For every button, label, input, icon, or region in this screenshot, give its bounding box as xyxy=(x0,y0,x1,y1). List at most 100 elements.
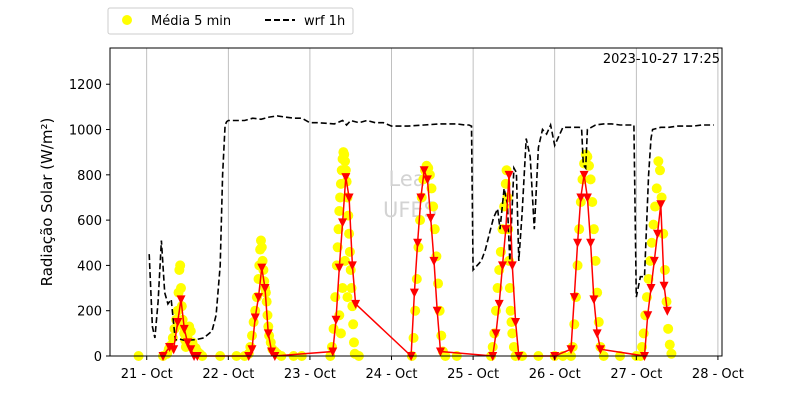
x-tick-label: 22 - Oct xyxy=(202,367,254,382)
media-5min-point xyxy=(569,319,580,330)
x-tick-label: 27 - Oct xyxy=(610,367,662,382)
hourly-marker xyxy=(173,318,183,328)
x-tick-label: 25 - Oct xyxy=(447,367,499,382)
media-5min-point xyxy=(185,326,196,337)
legend-box xyxy=(107,7,354,35)
hourly-marker xyxy=(662,306,672,316)
x-tick-label: 24 - Oct xyxy=(366,367,418,382)
media-5min-point xyxy=(256,242,267,253)
hourly-marker xyxy=(656,200,666,210)
hourly-marker xyxy=(334,263,344,273)
hourly-marker xyxy=(586,238,596,248)
hourly-marker xyxy=(643,311,653,321)
hourly-marker xyxy=(491,329,501,339)
y-tick-label: 1200 xyxy=(69,78,102,93)
hourly-marker xyxy=(653,229,663,239)
media-5min-point xyxy=(250,305,261,316)
media-5min-point xyxy=(257,255,268,266)
media-5min-point xyxy=(340,255,351,266)
media-5min-point xyxy=(411,274,422,284)
media-5min-point xyxy=(583,160,594,171)
wrf-series-layer xyxy=(148,115,714,342)
media-5min-point xyxy=(344,246,355,257)
media-5min-point xyxy=(651,183,662,194)
hourly-marker xyxy=(579,170,589,180)
hourly-marker xyxy=(659,281,669,291)
hourly-marker xyxy=(351,299,361,309)
y-tick-label: 200 xyxy=(77,305,102,320)
legend-label-media: Média 5 min xyxy=(151,14,231,29)
hourly-marker xyxy=(260,284,270,294)
media-5min-point xyxy=(572,260,583,271)
media-5min-point xyxy=(337,283,348,294)
x-tick-label: 26 - Oct xyxy=(529,367,581,382)
media-5min-point xyxy=(335,328,346,339)
media-5min-point xyxy=(650,201,661,212)
hourly-marker xyxy=(338,218,348,228)
hourly-marker xyxy=(422,175,432,185)
hourly-marker xyxy=(179,324,189,334)
hourly-marker xyxy=(501,225,511,235)
plot-frame xyxy=(109,47,723,357)
hourly-marker xyxy=(254,293,264,303)
media-5min-point xyxy=(342,292,353,303)
media-5min-point xyxy=(344,228,355,239)
media-5min-point xyxy=(656,192,667,203)
x-axis-ticks: 21 - Oct 22 - Oct 23 - Oct 24 - Oct 25 - Oct… xyxy=(121,356,744,382)
hourly-marker xyxy=(592,329,602,339)
x-tick-label: 28 - Oct xyxy=(692,367,744,382)
hourly-marker xyxy=(183,338,193,348)
hourly-marker xyxy=(331,315,341,325)
legend: Média 5 min wrf 1h xyxy=(107,7,354,35)
media-5min-point xyxy=(663,323,674,334)
hourly-marker xyxy=(429,256,439,266)
grid-layer xyxy=(146,48,719,356)
hourly-marker xyxy=(569,293,579,303)
media-5min-point xyxy=(415,215,426,226)
media-5min-point xyxy=(246,330,257,341)
media-5min-point xyxy=(340,156,351,167)
hourly-marker xyxy=(649,256,659,266)
media-5min-point xyxy=(507,328,518,339)
media-5min-point xyxy=(654,165,665,176)
hourly-marker xyxy=(504,170,514,180)
media-5min-point xyxy=(487,341,498,352)
hourly-marker xyxy=(432,306,442,316)
media-5min-point xyxy=(333,224,344,235)
hourly-marker xyxy=(344,193,354,203)
hourly-marker xyxy=(328,347,338,357)
media-5min-point xyxy=(666,348,677,359)
media-5min-point xyxy=(175,283,186,294)
media-5min-point xyxy=(504,283,515,294)
media-5min-point xyxy=(587,197,598,207)
hourly-marker xyxy=(573,238,583,248)
media-5min-point xyxy=(585,174,596,185)
media-5min-point xyxy=(436,330,447,341)
media-5min-point xyxy=(413,242,424,253)
hourly-marker xyxy=(341,173,351,183)
hourly-marker xyxy=(595,345,605,355)
y-tick-label: 800 xyxy=(77,169,102,184)
media-5min-point xyxy=(582,151,593,162)
hourly-marker xyxy=(416,193,426,203)
media-5min-point xyxy=(340,165,351,176)
hourly-marker xyxy=(582,193,592,203)
media-5min-point xyxy=(590,255,601,266)
hourly-marker xyxy=(257,263,267,273)
hourly-marker xyxy=(165,342,175,352)
hourly-marker xyxy=(347,261,357,271)
hourly-marker xyxy=(576,193,586,203)
hourly-marker xyxy=(494,299,504,309)
wrf-line xyxy=(148,115,714,342)
media-5min-point xyxy=(588,224,599,235)
hourly-marker xyxy=(247,345,257,355)
hourly-marker xyxy=(263,329,273,339)
media-5min-point xyxy=(592,287,603,298)
hourly-marker xyxy=(435,347,445,357)
media-5min-point xyxy=(348,319,359,330)
y-axis-ticks: 0 200 400 600 800 1000 1200 xyxy=(69,78,110,365)
hourly-marker xyxy=(419,166,429,176)
hourly-marker xyxy=(413,238,423,248)
media-5min-point xyxy=(410,305,421,316)
y-axis-label: Radiação Solar (W/m²) xyxy=(38,118,56,287)
